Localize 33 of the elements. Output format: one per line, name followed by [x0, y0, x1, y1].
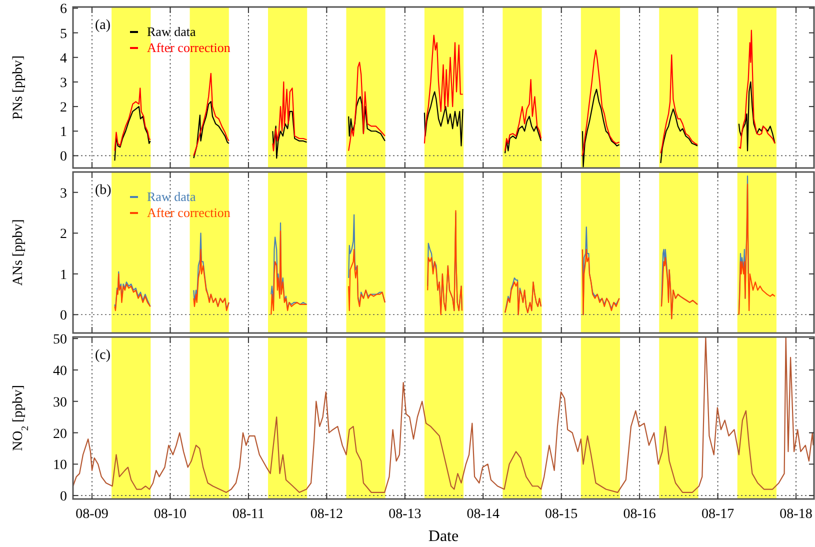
x-axis-title: Date — [428, 528, 459, 545]
y-tick-label: 40 — [53, 364, 67, 379]
y-tick-label: 0 — [60, 150, 67, 165]
y-tick-label: 10 — [53, 458, 67, 474]
y-tick-label: 2 — [60, 227, 67, 242]
x-tick-label: 08-15 — [545, 507, 578, 522]
x-tick-label: 08-09 — [76, 507, 108, 522]
y-axis-title: PNs [ppbv] — [11, 55, 26, 120]
x-tick-label: 08-12 — [310, 507, 344, 522]
y-tick-label: 6 — [60, 2, 67, 18]
annotation: (b) — [95, 183, 112, 198]
annotation: (a) — [95, 18, 111, 33]
x-tick-label: 08-14 — [466, 507, 500, 522]
x-tick-label: 08-16 — [623, 507, 656, 522]
y-tick-label: 0 — [60, 308, 67, 324]
y-tick-label: 20 — [53, 426, 67, 442]
x-tick-label: 08-10 — [154, 507, 187, 522]
x-tick-label: 08-11 — [232, 507, 265, 522]
y-tick-label: 4 — [60, 51, 67, 66]
y-tick-label: 2 — [60, 100, 67, 116]
x-tick-label: 08-17 — [701, 507, 734, 522]
y-tick-label: 3 — [60, 186, 67, 202]
y-axis-title: ANs [ppbv] — [11, 219, 26, 286]
y-tick-label: 3 — [60, 76, 67, 91]
y-tick-label: 0 — [60, 490, 67, 505]
y-tick-label: 1 — [60, 125, 67, 140]
y-tick-label: 5 — [60, 26, 67, 42]
x-tick-label: 08-13 — [388, 507, 422, 522]
x-tick-label: 08-18 — [780, 507, 812, 522]
y-tick-label: 1 — [60, 268, 67, 283]
annotation: (c) — [95, 348, 111, 363]
y-tick-label: 30 — [53, 395, 67, 410]
y-tick-label: 50 — [53, 332, 67, 348]
